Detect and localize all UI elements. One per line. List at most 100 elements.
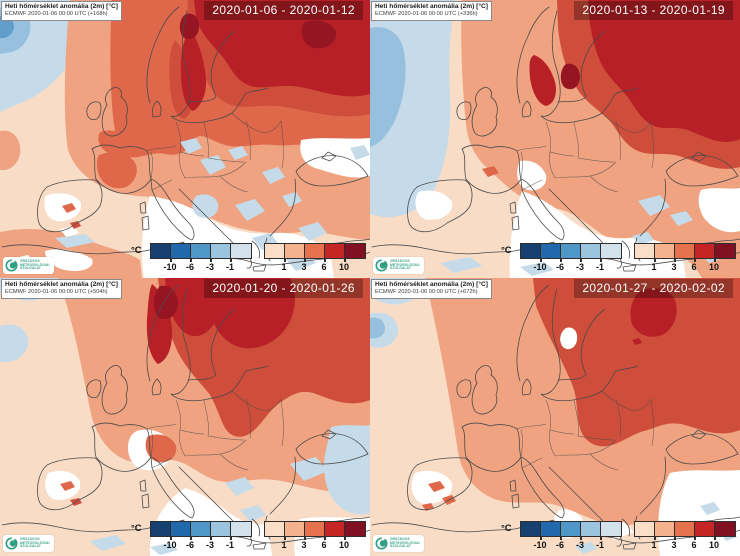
colorbar-tick (674, 536, 676, 540)
colorbar-cell (695, 522, 715, 536)
colorbar-cell (345, 244, 365, 258)
colorbar-tick (714, 536, 716, 540)
colorbar-cell (561, 522, 581, 536)
model-run-info: ECMWF 2020-01-06 00:00 UTC (+672h) (375, 289, 478, 295)
colorbar-cell (635, 522, 655, 536)
colorbar-tick (654, 536, 656, 540)
colorbar-cold-tick-label: -6 (555, 262, 565, 272)
omsz-logo-text: ORSZÁGOS METEOROLÓGIAI SZOLGÁLAT (390, 259, 420, 271)
colorbar-tick (324, 258, 326, 262)
product-title: Heti hőmérséklet anomália (2m) [°C] (5, 281, 118, 288)
colorbar-cold-segment (520, 243, 622, 259)
omsz-spiral-icon (375, 259, 388, 272)
colorbar-cell (635, 244, 655, 258)
colorbar-tick (694, 536, 696, 540)
colorbar-tick (540, 258, 542, 262)
omsz-spiral-icon (5, 259, 18, 272)
colorbar-cell (695, 244, 715, 258)
colorbar-cell (285, 244, 305, 258)
colorbar-cell (521, 244, 541, 258)
colorbar-cold-tick-label: -10 (533, 262, 547, 272)
colorbar-warm-segment (634, 243, 736, 259)
colorbar-tick (210, 536, 212, 540)
colorbar-cell (581, 244, 601, 258)
product-info-box: Heti hőmérséklet anomália (2m) [°C] ECMW… (371, 279, 492, 299)
colorbar-tick (600, 258, 602, 262)
colorbar-tick (230, 536, 232, 540)
colorbar-tick (284, 536, 286, 540)
colorbar-cold-tick-label: -6 (555, 540, 565, 550)
colorbar-cell (211, 522, 231, 536)
omsz-spiral-icon (375, 537, 388, 550)
colorbar-warm-tick-label: 1 (651, 262, 657, 272)
colorbar-cell (541, 522, 561, 536)
colorbar-cell (265, 244, 285, 258)
colorbar-tick (210, 258, 212, 262)
date-range-label: 2020-01-27 - 2020-02-02 (574, 279, 733, 298)
colorbar-tick (600, 536, 602, 540)
colorbar-tick (540, 536, 542, 540)
colorbar-legend: °C -10 -6 -3 -1 1 3 6 10 (501, 519, 739, 551)
omsz-logo-text: ORSZÁGOS METEOROLÓGIAI SZOLGÁLAT (390, 537, 420, 549)
colorbar-cell (191, 244, 211, 258)
colorbar-cold-tick-label: -3 (205, 262, 215, 272)
colorbar-tick (230, 258, 232, 262)
colorbar-warm-tick-label: 1 (281, 262, 287, 272)
colorbar-cell (655, 244, 675, 258)
omsz-logo: ORSZÁGOS METEOROLÓGIAI SZOLGÁLAT (373, 257, 424, 274)
colorbar-tick (170, 258, 172, 262)
forecast-panel-week4: Heti hőmérséklet anomália (2m) [°C] ECMW… (370, 278, 740, 556)
anomaly-field (0, 278, 370, 556)
anomaly-field (370, 278, 740, 556)
colorbar-cold-tick-label: -10 (163, 540, 177, 550)
colorbar-warm-segment (264, 521, 366, 537)
colorbar-cell (231, 244, 251, 258)
colorbar-cell (561, 244, 581, 258)
colorbar-cell (601, 244, 621, 258)
colorbar-cold-tick-label: -3 (575, 540, 585, 550)
colorbar-warm-tick-label: 6 (691, 262, 697, 272)
product-info-box: Heti hőmérséklet anomália (2m) [°C] ECMW… (1, 279, 122, 299)
colorbar-tick (344, 258, 346, 262)
anomaly-map-week4 (370, 278, 740, 556)
colorbar-warm-tick-label: 3 (671, 540, 677, 550)
colorbar-cold-tick-label: -10 (533, 540, 547, 550)
model-run-info: ECMWF 2020-01-06 00:00 UTC (+504h) (5, 289, 108, 295)
colorbar-cold-segment (150, 243, 252, 259)
colorbar-cell (305, 244, 325, 258)
colorbar-warm-tick-label: 6 (691, 540, 697, 550)
product-title: Heti hőmérséklet anomália (2m) [°C] (375, 281, 488, 288)
omsz-logo: ORSZÁGOS METEOROLÓGIAI SZOLGÁLAT (373, 535, 424, 552)
colorbar-cell (325, 522, 345, 536)
model-run-info: ECMWF 2020-01-06 00:00 UTC (+336h) (375, 11, 478, 17)
colorbar-cold-tick-label: -1 (595, 262, 605, 272)
colorbar-tick (170, 536, 172, 540)
colorbar-cell (675, 244, 695, 258)
colorbar-tick (324, 536, 326, 540)
colorbar-cold-tick-label: -6 (185, 262, 195, 272)
colorbar-tick (674, 258, 676, 262)
colorbar-cold-tick-label: -1 (225, 540, 235, 550)
colorbar-cell (171, 244, 191, 258)
colorbar-tick (190, 536, 192, 540)
colorbar-tick (714, 258, 716, 262)
colorbar-warm-tick-label: 3 (301, 262, 307, 272)
anomaly-map-week1 (0, 0, 370, 278)
colorbar-cell (191, 522, 211, 536)
omsz-logo: ORSZÁGOS METEOROLÓGIAI SZOLGÁLAT (3, 535, 54, 552)
colorbar-warm-tick-label: 10 (338, 540, 350, 550)
colorbar-cell (151, 244, 171, 258)
colorbar-cold-segment (150, 521, 252, 537)
colorbar-cold-segment (520, 521, 622, 537)
colorbar-legend: °C -10 -6 -3 -1 1 3 6 10 (501, 241, 739, 273)
colorbar-warm-segment (634, 521, 736, 537)
colorbar-tick (560, 258, 562, 262)
model-run-info: ECMWF 2020-01-06 00:00 UTC (+168h) (5, 11, 108, 17)
colorbar-cell (211, 244, 231, 258)
colorbar-cell (231, 522, 251, 536)
colorbar-tick (344, 536, 346, 540)
colorbar-cell (521, 522, 541, 536)
anomaly-map-week3 (0, 278, 370, 556)
product-title: Heti hőmérséklet anomália (2m) [°C] (5, 3, 118, 10)
